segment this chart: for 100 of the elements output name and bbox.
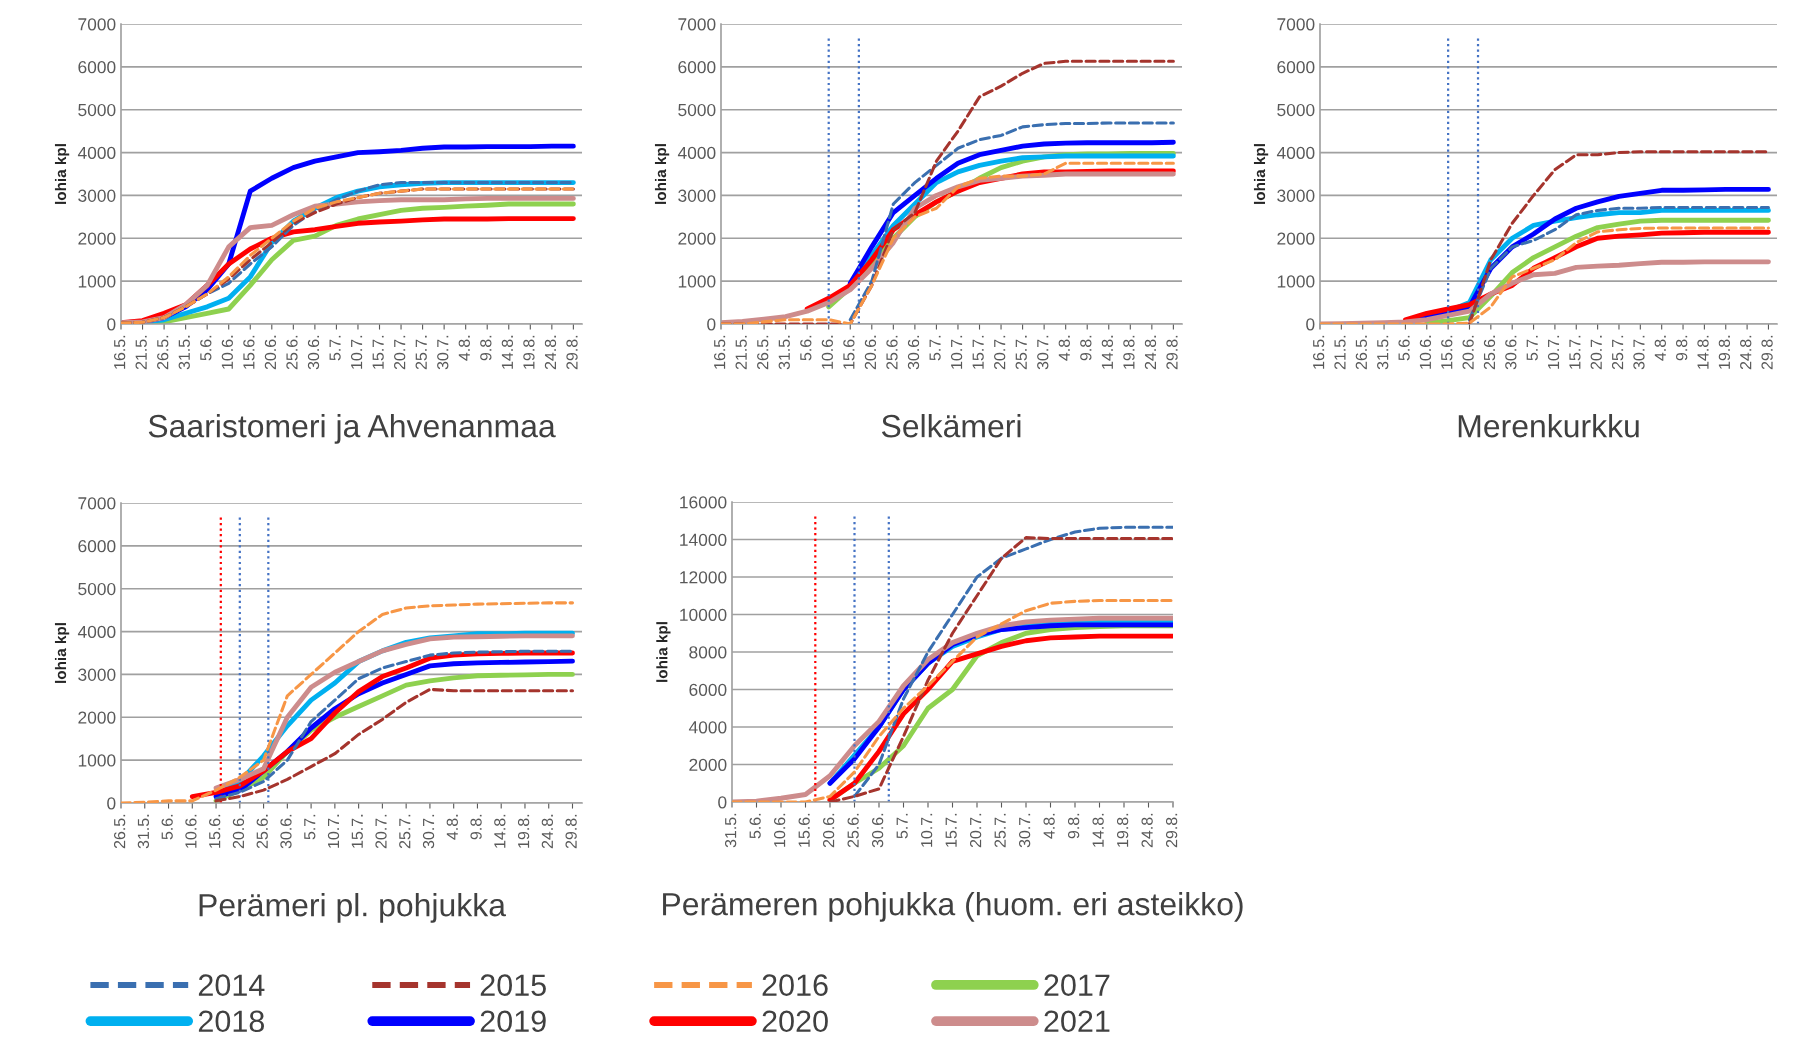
x-tick-label: 25.7. <box>415 335 427 370</box>
x-tick-label: 10.7. <box>920 813 933 847</box>
y-tick-label: 2000 <box>78 232 116 245</box>
x-tick-label: 10.6. <box>821 335 833 369</box>
y-tick-label: 6000 <box>678 61 716 74</box>
x-tick-label: 20.6. <box>1462 335 1474 370</box>
x-tick-label: 10.6. <box>773 813 786 847</box>
y-tick-label: 0 <box>707 318 716 331</box>
x-tick-label: 9.8. <box>480 335 492 361</box>
x-tick-label: 31.5. <box>778 335 790 370</box>
x-tick-label: 29.8. <box>1761 335 1773 370</box>
x-tick-label: 26.5. <box>1355 335 1367 370</box>
x-tick-label: 10.7. <box>350 335 363 369</box>
text: Selkämeri <box>881 414 1021 438</box>
x-tick-label: 10.6. <box>1419 335 1432 369</box>
x-tick-label: 15.7. <box>351 814 363 848</box>
y-tick-label: 7000 <box>678 18 716 31</box>
legend-label: 2021 <box>1044 1010 1110 1033</box>
y-tick-label: 16000 <box>680 496 727 509</box>
legend-label: 2015 <box>480 974 546 996</box>
x-tick-label: 5.7. <box>304 814 316 840</box>
y-tick-label: 4000 <box>77 146 116 160</box>
x-tick-label: 16.5. <box>713 335 726 369</box>
y-tick-label: 0 <box>718 796 727 809</box>
x-tick-label: 30.7. <box>1037 335 1049 370</box>
y-tick-label: 1000 <box>1277 275 1315 288</box>
x-tick-label: 10.7. <box>327 814 340 848</box>
x-tick-label: 10.6. <box>185 814 197 848</box>
x-tick-label: 31.5. <box>724 813 737 848</box>
x-tick-label: 24.8. <box>1141 813 1153 848</box>
x-tick-label: 21.5. <box>135 335 147 370</box>
x-tick-label: 20.6. <box>822 813 835 848</box>
x-tick-label: 5.7. <box>929 335 941 361</box>
y-tick-label: 4000 <box>688 721 727 734</box>
x-tick-label: 5.7. <box>329 335 341 361</box>
x-tick-label: 15.7. <box>372 335 384 369</box>
x-tick-label: 31.5. <box>1377 335 1389 370</box>
x-tick-label: 15.7. <box>1569 335 1581 369</box>
legend-label: 2020 <box>762 1010 828 1033</box>
y-tick-label: 8000 <box>689 646 727 659</box>
x-tick-label: 19.8. <box>1116 813 1129 847</box>
x-tick-label: 14.8. <box>1092 813 1104 847</box>
x-tick-label: 5.6. <box>800 335 812 361</box>
text: Perämeri pl. pohjukka <box>199 893 506 923</box>
y-tick-label: 6000 <box>78 61 116 74</box>
text: Saaristomeri ja Ahvenanmaa <box>148 414 556 444</box>
y-axis-title: lohia kpl <box>656 622 671 682</box>
x-tick-label: 4.8. <box>446 814 458 840</box>
y-axis-title: lohia kpl <box>1253 144 1269 204</box>
x-tick-label: 20.7. <box>394 335 406 370</box>
x-tick-label: 25.6. <box>286 335 298 370</box>
x-tick-label: 30.6. <box>871 813 884 848</box>
x-tick-label: 19.8. <box>1718 335 1731 369</box>
y-tick-label: 6000 <box>689 683 727 696</box>
legend-label: 2019 <box>480 1010 546 1033</box>
y-axis-title: lohia kpl <box>54 144 70 204</box>
x-tick-label: 25.7. <box>994 813 1006 848</box>
y-tick-label: 4000 <box>677 146 716 160</box>
legend-label: 2014 <box>198 974 265 996</box>
y-tick-label: 12000 <box>680 571 727 584</box>
x-tick-label: 24.8. <box>1144 335 1157 370</box>
x-tick-label: 19.8. <box>523 335 535 369</box>
text: Merenkurkku <box>1458 414 1639 438</box>
y-tick-label: 2000 <box>78 711 116 724</box>
y-tick-label: 2000 <box>1277 232 1315 245</box>
x-tick-label: 16.5. <box>113 335 126 369</box>
x-tick-label: 20.6. <box>864 335 877 370</box>
x-tick-label: 24.8. <box>541 814 554 849</box>
y-tick-label: 14000 <box>680 533 727 546</box>
x-tick-label: 30.6. <box>307 335 320 370</box>
y-tick-label: 7000 <box>1277 18 1315 31</box>
legend-label: 2016 <box>762 974 828 996</box>
x-tick-label: 15.6. <box>243 335 255 369</box>
x-tick-label: 10.7. <box>1547 335 1560 369</box>
x-tick-label: 25.7. <box>399 814 411 849</box>
x-tick-label: 29.8. <box>566 335 578 370</box>
x-tick-label: 20.7. <box>375 814 387 849</box>
x-tick-label: 19.8. <box>517 814 530 848</box>
x-tick-label: 30.7. <box>1633 335 1645 370</box>
y-tick-label: 1000 <box>678 275 716 288</box>
x-tick-label: 5.7. <box>896 813 908 839</box>
x-tick-label: 14.8. <box>1101 335 1114 369</box>
x-tick-label: 25.6. <box>847 813 859 848</box>
y-tick-label: 5000 <box>1277 103 1315 117</box>
x-tick-label: 30.6. <box>280 814 292 849</box>
y-tick-label: 0 <box>1306 318 1315 331</box>
x-tick-label: 15.7. <box>972 335 984 369</box>
x-tick-label: 15.6. <box>209 814 221 848</box>
x-tick-label: 4.8. <box>1043 813 1055 839</box>
x-tick-label: 29.8. <box>1166 335 1178 370</box>
x-tick-label: 4.8. <box>1654 335 1666 361</box>
y-tick-label: 1000 <box>78 275 116 288</box>
x-tick-label: 21.5. <box>1334 335 1346 370</box>
x-tick-label: 15.7. <box>945 813 957 847</box>
x-tick-label: 15.6. <box>843 335 855 369</box>
y-tick-label: 4000 <box>77 625 116 639</box>
y-tick-label: 3000 <box>1277 189 1315 202</box>
x-tick-label: 9.8. <box>1080 335 1092 361</box>
x-tick-label: 24.8. <box>1740 335 1752 370</box>
x-tick-label: 31.5. <box>137 814 150 849</box>
